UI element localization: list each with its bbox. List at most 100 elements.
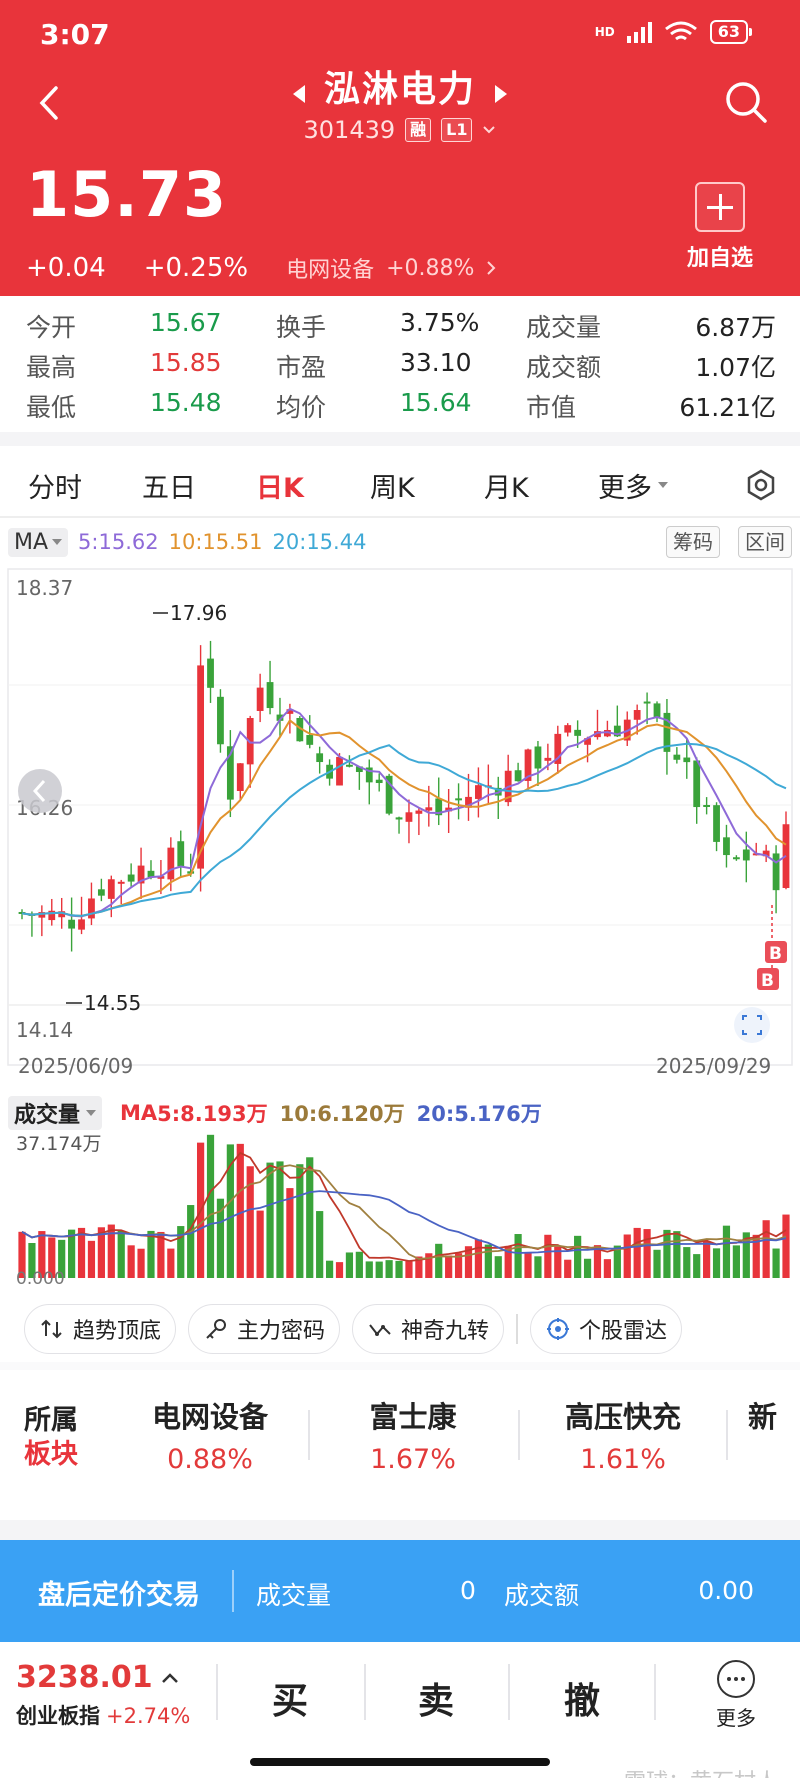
volume-bar — [286, 1188, 294, 1278]
volume-select-label: 成交量 — [14, 1103, 81, 1128]
tab-intraday[interactable]: 分时 — [28, 472, 82, 504]
date-end: 2025/09/29 — [656, 1054, 771, 1078]
sector-link[interactable]: 电网设备 +0.88% — [286, 252, 496, 284]
volume-bar — [58, 1239, 66, 1278]
volume-bar — [752, 1234, 760, 1278]
candle-body — [772, 853, 780, 891]
volume-bar — [425, 1253, 433, 1278]
y-tick-bottom: 14.14 — [16, 1018, 73, 1042]
quote-label: 最低 — [26, 393, 77, 422]
main-force-button[interactable]: 主力密码 — [188, 1304, 341, 1354]
volume-bar — [236, 1143, 244, 1278]
sector-card-name: 新 — [748, 1400, 778, 1434]
sector-divider — [726, 1410, 728, 1460]
volume-select[interactable]: 成交量 — [8, 1096, 103, 1130]
buy-button[interactable]: 买 — [271, 1681, 308, 1722]
volume-bar — [137, 1248, 145, 1278]
tab-weekly-k[interactable]: 周K — [370, 472, 415, 504]
candle-body — [613, 725, 621, 737]
scroll-left-button[interactable] — [18, 769, 62, 813]
tab-monthly-k[interactable]: 月K — [484, 472, 529, 504]
candle-body — [217, 696, 224, 745]
sell-button[interactable]: 卖 — [417, 1681, 454, 1722]
volume-bar — [593, 1245, 602, 1278]
nine-turn-button[interactable]: 神奇九转 — [352, 1304, 505, 1354]
volume-bar — [603, 1259, 612, 1278]
add-watchlist-button[interactable]: 加自选 — [670, 182, 770, 272]
volume-bar — [97, 1227, 105, 1278]
candle-body — [534, 746, 542, 769]
index-label: 创业板指 +2.74% — [16, 1700, 190, 1730]
volume-bar — [474, 1239, 483, 1278]
volume-bar — [494, 1256, 502, 1278]
updown-arrow-icon — [41, 1319, 62, 1339]
candles — [18, 640, 790, 952]
caret-down-icon — [658, 482, 668, 488]
chevron-down-icon — [483, 126, 496, 134]
tab-more[interactable]: 更多 — [598, 466, 712, 505]
index-value: 3238.01 — [16, 1660, 153, 1695]
trend-tool-button[interactable]: 趋势顶底 — [24, 1304, 177, 1354]
more-label: 更多 — [716, 1706, 756, 1730]
range-button[interactable]: 区间 — [738, 526, 792, 558]
candle-body — [296, 717, 304, 742]
volume-bar — [504, 1245, 512, 1278]
search-icon[interactable] — [722, 78, 770, 126]
home-indicator[interactable] — [250, 1758, 550, 1766]
volume-bar — [18, 1231, 26, 1278]
vol-ma20-line — [21, 1190, 787, 1254]
add-watchlist-label: 加自选 — [686, 246, 753, 271]
code-row[interactable]: 301439 融 L1 — [0, 116, 800, 144]
price-change: +0.04 — [26, 253, 106, 283]
buy-marker: B — [761, 971, 774, 991]
tab-five-day[interactable]: 五日 — [142, 472, 196, 504]
after-hours-divider — [232, 1570, 234, 1612]
more-button[interactable]: 更多 — [706, 1660, 766, 1731]
wave-icon — [369, 1324, 391, 1336]
index-ticker[interactable]: 3238.01 — [16, 1660, 179, 1695]
volume-chart[interactable]: 37.174万 0.000 — [0, 1130, 800, 1290]
volume-bar — [117, 1230, 125, 1278]
volume-bar — [484, 1244, 492, 1278]
current-price: 15.73 — [26, 158, 228, 231]
back-icon[interactable] — [30, 78, 70, 128]
sector-link-pct: +0.88% — [386, 255, 475, 281]
main-force-label: 主力密码 — [237, 1319, 326, 1344]
kline-chart[interactable]: 18.37 16.26 14.14 17.96 14.55 2025/06/09… — [0, 565, 800, 1085]
settings-icon[interactable] — [744, 468, 778, 502]
sector-card[interactable]: 高压快充 1.61% — [523, 1394, 723, 1475]
chip-button[interactable]: 筹码 — [666, 526, 720, 558]
volume-bar — [68, 1229, 76, 1278]
after-hours-title: 盘后定价交易 — [38, 1580, 200, 1611]
sector-card[interactable]: 富士康 1.67% — [313, 1394, 513, 1475]
sector-card[interactable]: 新 — [748, 1394, 800, 1444]
buy-marker-badge[interactable] — [765, 941, 787, 963]
cancel-order-button[interactable]: 撤 — [563, 1681, 600, 1722]
sector-card[interactable]: 电网设备 0.88% — [110, 1394, 310, 1475]
bottom-divider — [364, 1664, 366, 1720]
volume-bar — [355, 1251, 363, 1278]
radar-button[interactable]: 个股雷达 — [530, 1304, 683, 1354]
candle-body — [207, 658, 214, 688]
volume-bar — [564, 1259, 572, 1278]
fullscreen-button[interactable] — [734, 1007, 770, 1043]
volume-bar — [256, 1210, 264, 1278]
indicator-select[interactable]: MA — [8, 527, 69, 557]
next-stock-icon[interactable] — [495, 84, 508, 103]
candle-body — [405, 812, 413, 822]
candle-body — [137, 865, 145, 884]
market-cap-value: 61.21亿 — [679, 393, 776, 422]
tab-daily-k[interactable]: 日K — [256, 472, 304, 504]
after-hours-vol-value: 0 — [460, 1576, 476, 1605]
candle-body — [564, 725, 572, 733]
ma10-line — [21, 718, 787, 917]
volume-bar — [712, 1248, 721, 1278]
prev-stock-icon[interactable] — [292, 84, 305, 103]
volume-bar — [325, 1260, 334, 1278]
volume-bar — [246, 1166, 254, 1278]
after-hours-bar[interactable]: 盘后定价交易 成交量 0 成交额 0.00 — [0, 1540, 800, 1642]
buy-marker-badge[interactable] — [757, 968, 779, 990]
candle-body — [395, 817, 403, 820]
sector-card-name: 富士康 — [369, 1400, 457, 1434]
bottom-divider — [216, 1664, 218, 1720]
